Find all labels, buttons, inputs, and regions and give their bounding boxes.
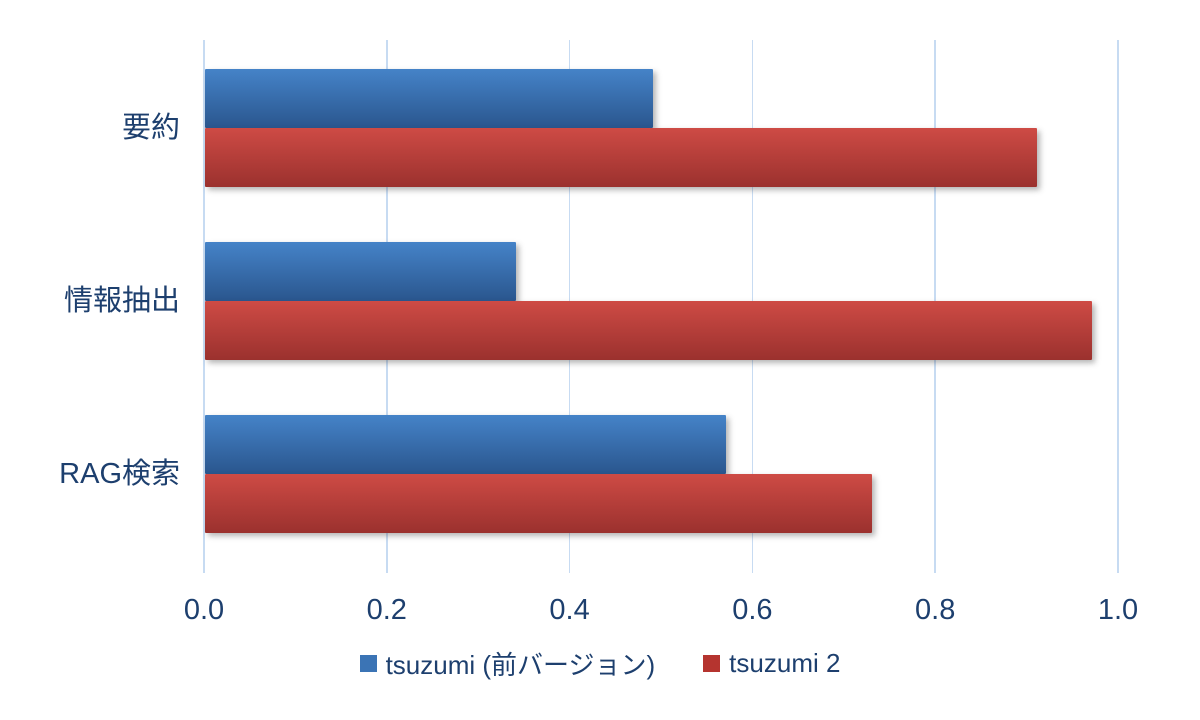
legend-label-tsuzumi-prev: tsuzumi (前バージョン) [385, 650, 656, 680]
bar-tsuzumi-2-2 [205, 474, 873, 533]
bar-tsuzumi-prev-0 [205, 69, 653, 128]
x-axis-tick-label: 0.8 [915, 594, 956, 626]
bar-tsuzumi-2-0 [205, 128, 1037, 187]
legend-swatch-tsuzumi-2 [703, 655, 721, 672]
bar-tsuzumi-prev-2 [205, 415, 726, 474]
x-axis-tick-label: 0.4 [549, 594, 590, 626]
legend: tsuzumi (前バージョン) tsuzumi 2 [0, 645, 1200, 682]
gridline-1.0 [1117, 40, 1119, 573]
category-label: 情報抽出 [63, 285, 180, 317]
bar-tsuzumi-2-1 [205, 301, 1092, 360]
legend-item-tsuzumi-2: tsuzumi 2 [703, 648, 840, 679]
legend-item-tsuzumi-prev: tsuzumi (前バージョン) [359, 645, 656, 682]
gridline-0.0 [203, 40, 205, 573]
legend-label-tsuzumi-2: tsuzumi 2 [729, 648, 841, 678]
x-axis-tick-label: 0.0 [183, 594, 225, 626]
bar-tsuzumi-prev-1 [205, 242, 516, 301]
x-axis-tick-label: 1.0 [1097, 594, 1139, 626]
x-axis-tick-label: 0.6 [732, 594, 773, 626]
category-label: 要約 [121, 112, 180, 144]
category-label: RAG検索 [59, 458, 180, 490]
x-axis-tick-label: 0.2 [366, 594, 407, 626]
legend-swatch-tsuzumi-prev [359, 655, 377, 672]
